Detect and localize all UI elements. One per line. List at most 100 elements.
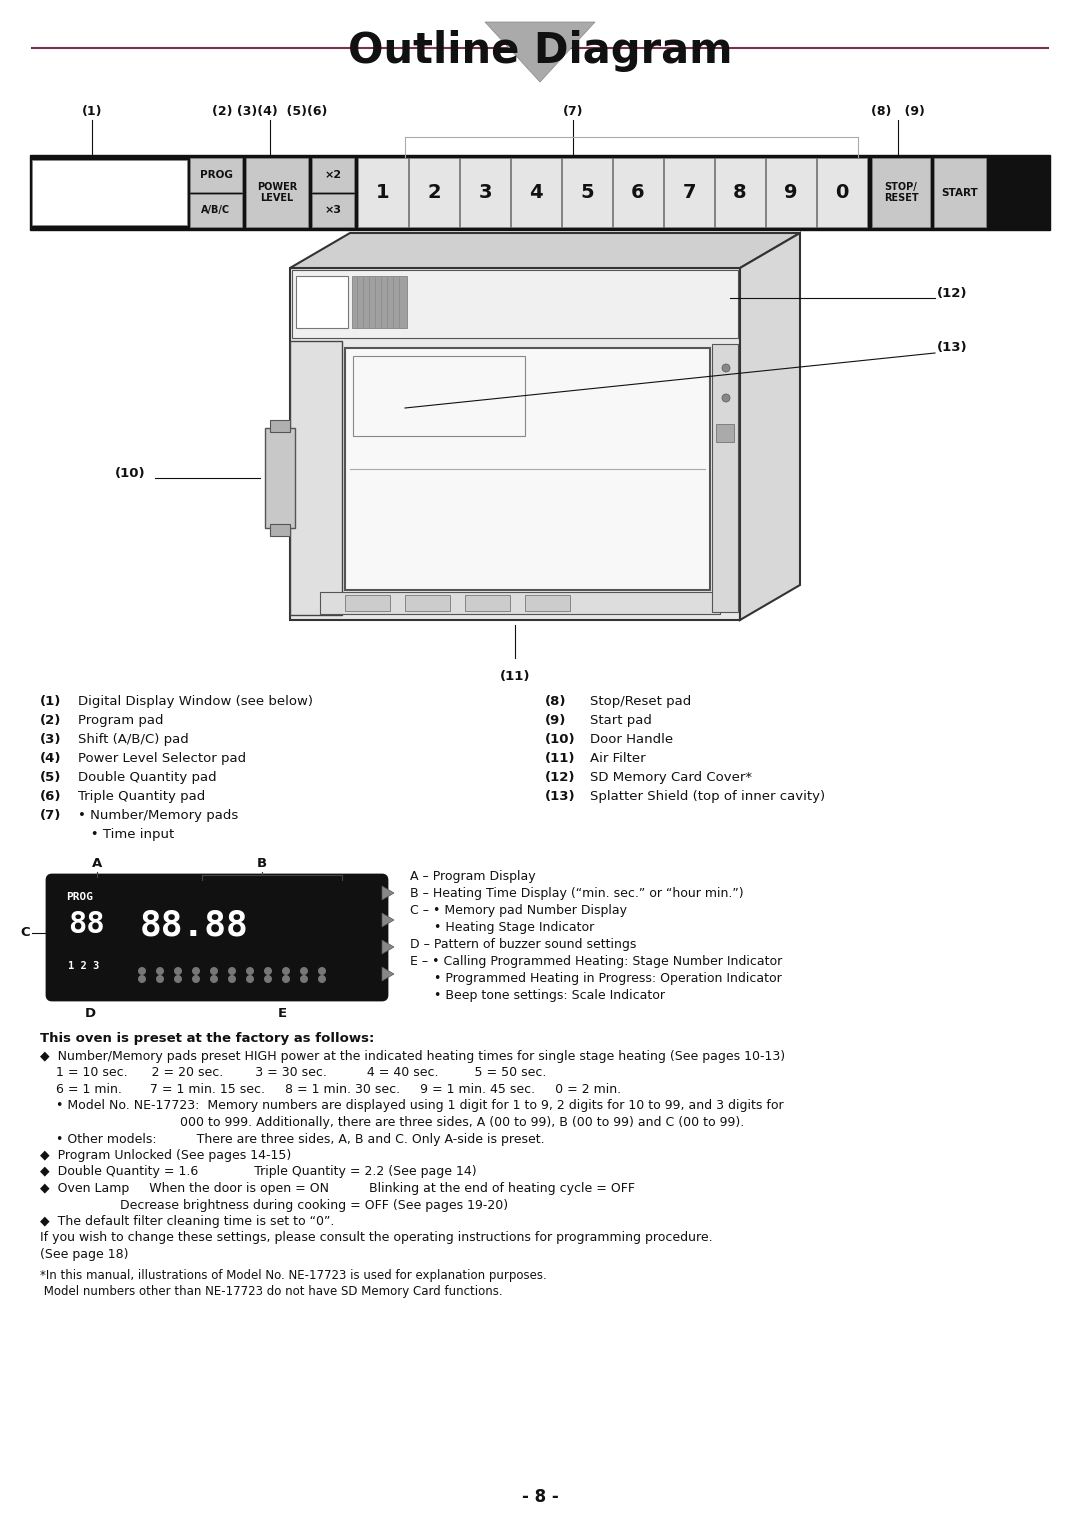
Bar [465,595,510,610]
Bar [613,159,663,227]
Bar [291,269,740,620]
FancyBboxPatch shape [48,874,387,1000]
Text: (3): (3) [40,732,62,746]
Text: Start pad: Start pad [590,714,652,726]
Text: Stop/Reset pad: Stop/Reset pad [590,694,691,708]
Polygon shape [382,940,394,954]
Text: (1): (1) [82,105,103,118]
Text: (9): (9) [545,714,566,726]
Text: 6 = 1 min.       7 = 1 min. 15 sec.     8 = 1 min. 30 sec.     9 = 1 min. 45 sec: 6 = 1 min. 7 = 1 min. 15 sec. 8 = 1 min.… [40,1083,621,1096]
Text: (6): (6) [40,790,62,803]
Circle shape [228,975,237,983]
Text: 3: 3 [478,183,491,201]
Text: Double Quantity pad: Double Quantity pad [78,771,217,784]
Bar [270,420,291,432]
Circle shape [138,967,146,975]
FancyBboxPatch shape [345,348,710,591]
Bar [312,194,354,227]
Text: (11): (11) [545,752,576,765]
Text: (8): (8) [545,694,567,708]
Circle shape [300,975,308,983]
Circle shape [156,967,164,975]
Text: Program pad: Program pad [78,714,163,726]
Circle shape [300,967,308,975]
Polygon shape [485,21,595,82]
Text: Digital Display Window (see below): Digital Display Window (see below) [78,694,313,708]
Bar [816,159,867,227]
Text: Shift (A/B/C) pad: Shift (A/B/C) pad [78,732,189,746]
Text: POWER
LEVEL: POWER LEVEL [257,182,297,203]
Text: ◆  Number/Memory pads preset HIGH power at the indicated heating times for singl: ◆ Number/Memory pads preset HIGH power a… [40,1050,785,1064]
Circle shape [138,975,146,983]
Text: • Time input: • Time input [78,829,174,841]
Text: (8)   (9): (8) (9) [872,105,924,118]
Text: 1 = 10 sec.      2 = 20 sec.        3 = 30 sec.          4 = 40 sec.         5 =: 1 = 10 sec. 2 = 20 sec. 3 = 30 sec. 4 = … [40,1067,546,1079]
Bar [405,595,450,610]
Polygon shape [740,233,800,620]
Text: Door Handle: Door Handle [590,732,673,746]
Polygon shape [382,887,394,900]
Text: ×2: ×2 [324,169,341,180]
Bar [460,159,510,227]
Text: Air Filter: Air Filter [590,752,646,765]
Circle shape [318,967,326,975]
Text: START: START [942,188,978,197]
Text: ◆  Double Quantity = 1.6              Triple Quantity = 2.2 (See page 14): ◆ Double Quantity = 1.6 Triple Quantity … [40,1166,476,1178]
Bar [766,159,816,227]
Circle shape [264,967,272,975]
Text: If you wish to change these settings, please consult the operating instructions : If you wish to change these settings, pl… [40,1231,713,1245]
Text: (5): (5) [40,771,62,784]
Bar [525,595,570,610]
Polygon shape [291,233,800,269]
Bar [30,156,1050,230]
Text: 2: 2 [428,183,441,201]
Circle shape [282,967,291,975]
Circle shape [174,967,183,975]
Text: ◆  Program Unlocked (See pages 14-15): ◆ Program Unlocked (See pages 14-15) [40,1149,292,1161]
Circle shape [210,967,218,975]
Bar [934,159,986,227]
Bar [270,523,291,536]
Bar [312,159,354,191]
Text: 88: 88 [68,909,105,938]
Bar [190,194,242,227]
Text: • Other models:          There are three sides, A, B and C. Only A-side is prese: • Other models: There are three sides, A… [40,1132,544,1146]
Bar [32,160,187,224]
Bar [246,159,308,227]
Text: Model numbers other than NE-17723 do not have SD Memory Card functions.: Model numbers other than NE-17723 do not… [40,1285,502,1299]
Text: 7: 7 [683,183,696,201]
Text: A – Program Display: A – Program Display [410,870,536,884]
Text: (7): (7) [563,105,583,118]
Bar [291,340,342,615]
Bar [715,159,765,227]
Bar [292,270,738,337]
Text: Power Level Selector pad: Power Level Selector pad [78,752,246,765]
Text: Triple Quantity pad: Triple Quantity pad [78,790,205,803]
Bar [357,159,408,227]
Bar [353,356,525,436]
Text: ◆  Oven Lamp     When the door is open = ON          Blinking at the end of heat: ◆ Oven Lamp When the door is open = ON B… [40,1183,635,1195]
Text: 8: 8 [733,183,746,201]
Bar [664,159,714,227]
Circle shape [246,967,254,975]
Text: 4: 4 [529,183,543,201]
Text: (13): (13) [545,790,576,803]
Circle shape [723,394,730,401]
Text: A: A [92,858,103,870]
Text: • Programmed Heating in Progress: Operation Indicator: • Programmed Heating in Progress: Operat… [410,972,782,984]
Text: (12): (12) [545,771,576,784]
Circle shape [246,975,254,983]
Circle shape [282,975,291,983]
Text: *In this manual, illustrations of Model No. NE-17723 is used for explanation pur: *In this manual, illustrations of Model … [40,1270,546,1282]
Text: E – • Calling Programmed Heating: Stage Number Indicator: E – • Calling Programmed Heating: Stage … [410,955,782,967]
Text: (2): (2) [40,714,62,726]
Text: C: C [21,926,30,940]
Bar [190,159,242,191]
Text: 000 to 999. Additionally, there are three sides, A (00 to 99), B (00 to 99) and : 000 to 999. Additionally, there are thre… [40,1116,744,1129]
Bar [296,276,348,328]
Polygon shape [382,913,394,926]
Text: 1 2 3: 1 2 3 [68,961,99,971]
Circle shape [156,975,164,983]
Bar [872,159,930,227]
Text: • Number/Memory pads: • Number/Memory pads [78,809,239,823]
